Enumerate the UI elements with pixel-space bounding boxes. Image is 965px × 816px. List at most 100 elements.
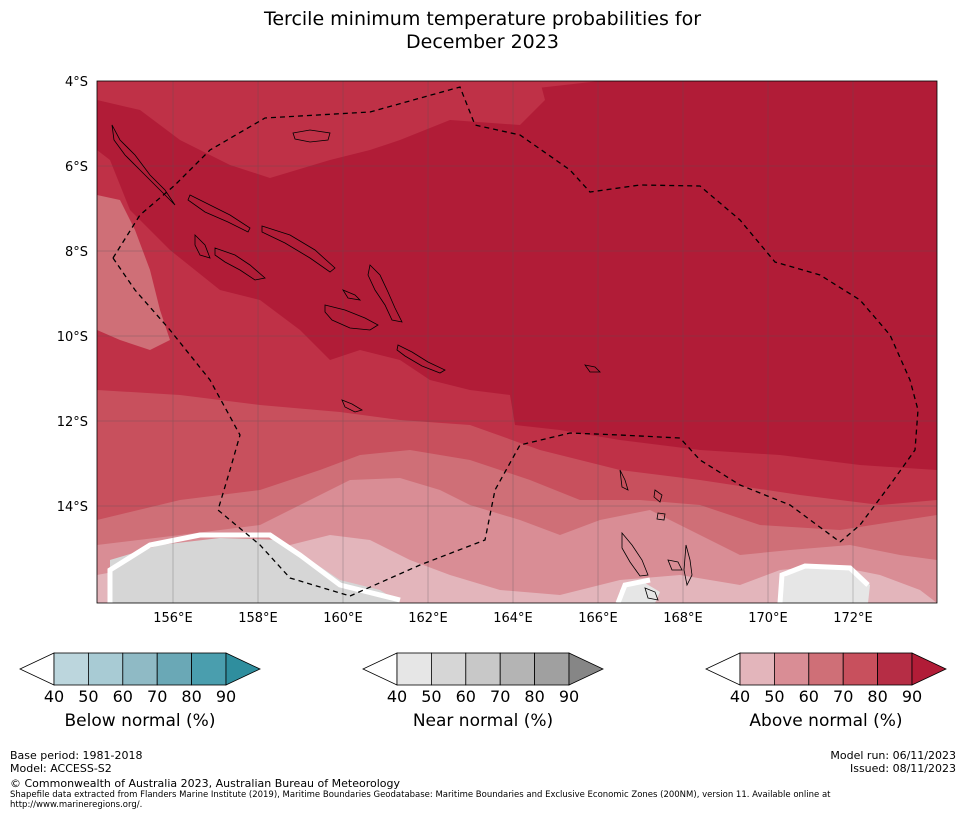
eez-boundaries xyxy=(112,86,919,597)
colorbar-tick: 60 xyxy=(113,687,133,706)
colorbar-tick: 60 xyxy=(456,687,476,706)
field-near-50 xyxy=(110,538,400,603)
colorbar-segment xyxy=(396,652,432,686)
base-period: Base period: 1981-2018 xyxy=(10,749,143,762)
colorbar-segment xyxy=(774,652,810,686)
eez-west xyxy=(112,257,351,597)
colorbar-tick: 70 xyxy=(490,687,510,706)
shapefile-credit: Shapefile data extracted from Flanders M… xyxy=(10,790,831,810)
colorbar-segment xyxy=(53,652,89,686)
island-rennell xyxy=(341,399,363,413)
colorbar-tick: 70 xyxy=(147,687,167,706)
colorbar-near-normal: 40 50 60 70 80 90 xyxy=(362,652,604,706)
colorbar-tick: 90 xyxy=(216,687,236,706)
colorbar-segment xyxy=(430,652,467,686)
colorbar-tick: 80 xyxy=(181,687,201,706)
lon-label: 168°E xyxy=(663,611,703,626)
near-normal-contour xyxy=(107,532,870,603)
island-guadalcanal xyxy=(324,304,379,331)
coastlines xyxy=(111,124,693,601)
colorbar-tick: 80 xyxy=(524,687,544,706)
island-florida xyxy=(341,289,362,301)
colorbar-segment xyxy=(877,652,913,686)
colorbar-tick: 70 xyxy=(833,687,853,706)
model-name: Model: ACCESS-S2 xyxy=(10,762,112,775)
colorbar-extend-low xyxy=(705,652,741,686)
island-pentecost xyxy=(683,544,693,587)
colorbar-extend-low xyxy=(362,652,398,686)
latitude-labels: 4°S 6°S 8°S 10°S 12°S 14°S xyxy=(57,75,88,515)
map-title: Tercile minimum temperature probabilitie… xyxy=(0,8,965,54)
island-ambrym xyxy=(667,559,683,571)
colorbar-above-normal: 40 50 60 70 80 90 xyxy=(705,652,947,706)
colorbar-tick: 50 xyxy=(78,687,98,706)
island-vella xyxy=(194,234,211,259)
island-new-georgia xyxy=(214,247,266,281)
probability-fields xyxy=(97,81,937,603)
colorbar-tick: 60 xyxy=(799,687,819,706)
island-banks xyxy=(653,489,663,503)
lat-label: 4°S xyxy=(65,75,88,90)
colorbar-extend-high xyxy=(568,652,604,686)
colorbar-segment xyxy=(122,652,158,686)
island-maewo xyxy=(656,512,666,521)
colorbar-segment xyxy=(534,652,570,686)
colorbar-tick: 80 xyxy=(867,687,887,706)
near-contour-west xyxy=(107,532,401,603)
shapefile-line-1: Shapefile data extracted from Flanders M… xyxy=(10,790,831,800)
colorbar-segment xyxy=(842,652,879,686)
field-above-80-north xyxy=(97,81,545,178)
near-contour-mid xyxy=(615,577,651,603)
colorbar-tick: 90 xyxy=(902,687,922,706)
island-santa-isabel xyxy=(261,225,336,273)
lat-label: 12°S xyxy=(57,415,88,430)
island-malaita xyxy=(367,264,403,323)
footer-right: Model run: 06/11/2023 Issued: 08/11/2023 xyxy=(830,749,956,775)
colorbar-segment xyxy=(739,652,775,686)
colorbar-tick: 90 xyxy=(559,687,579,706)
lon-label: 156°E xyxy=(153,611,193,626)
copyright: © Commonwealth of Australia 2023, Austra… xyxy=(10,777,400,790)
colorbar-segment xyxy=(465,652,501,686)
colorbar-segment xyxy=(808,652,844,686)
footer-left: Base period: 1981-2018 Model: ACCESS-S2 xyxy=(10,749,142,775)
colorbar-segment xyxy=(156,652,192,686)
island-makira xyxy=(396,344,446,374)
colorbar-extend-high xyxy=(225,652,261,686)
island-bougainville xyxy=(111,124,176,206)
near-contour-east xyxy=(777,563,870,603)
lon-label: 172°E xyxy=(833,611,873,626)
colorbar-tick: 40 xyxy=(44,687,64,706)
colorbar-below-normal: 40 50 60 70 80 90 xyxy=(19,652,261,706)
lon-label: 158°E xyxy=(238,611,278,626)
colorbar-tick: 50 xyxy=(764,687,784,706)
lat-label: 14°S xyxy=(57,500,88,515)
lon-label: 160°E xyxy=(323,611,363,626)
shapefile-line-2: http://www.marineregions.org/. xyxy=(10,800,143,810)
island-choiseul xyxy=(187,194,251,233)
colorbar-segment xyxy=(499,652,536,686)
title-line-2: December 2023 xyxy=(406,31,559,53)
colorbar-label-above: Above normal (%) xyxy=(749,711,903,731)
field-above-60-west xyxy=(97,195,170,350)
lon-label: 164°E xyxy=(493,611,533,626)
eez-solomon-vanuatu xyxy=(112,86,919,543)
lat-label: 10°S xyxy=(57,330,88,345)
issued-date: Issued: 08/11/2023 xyxy=(849,762,956,775)
lat-label: 6°S xyxy=(65,160,88,175)
grid-lines xyxy=(97,81,937,603)
colorbar-label-below: Below normal (%) xyxy=(64,711,216,731)
model-run: Model run: 06/11/2023 xyxy=(830,749,956,762)
colorbar-tick: 50 xyxy=(421,687,441,706)
colorbar-tick: 40 xyxy=(730,687,750,706)
title-line-1: Tercile minimum temperature probabilitie… xyxy=(263,8,702,30)
colorbar-extend-low xyxy=(19,652,55,686)
map-frame xyxy=(96,80,938,604)
colorbar-segment xyxy=(191,652,227,686)
colorbar-label-near: Near normal (%) xyxy=(412,711,554,731)
island-santa-cruz xyxy=(584,364,601,373)
island-ontong-java xyxy=(292,129,331,143)
colorbar-extend-high xyxy=(911,652,947,686)
field-near-40-east xyxy=(780,567,870,603)
